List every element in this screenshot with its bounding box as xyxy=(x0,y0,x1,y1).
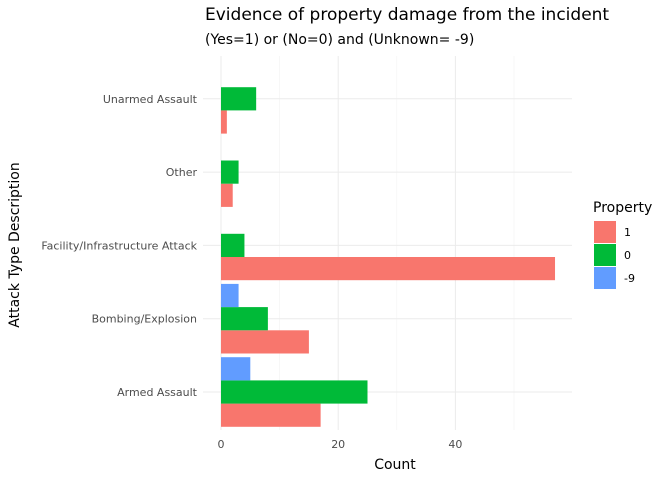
bar-unarmed-assault-series-0 xyxy=(221,87,257,111)
legend-key-0 xyxy=(594,244,616,266)
bar-bombing-explosion-series-1 xyxy=(221,330,309,354)
x-tick-label: 20 xyxy=(331,438,345,451)
bars xyxy=(221,87,556,427)
chart-subtitle: (Yes=1) or (No=0) and (Unknown= -9) xyxy=(205,32,474,48)
legend-label: 0 xyxy=(624,249,631,262)
y-tick-label: Other xyxy=(166,166,198,179)
bar-unarmed-assault-series-1 xyxy=(221,110,227,134)
legend-label: -9 xyxy=(624,272,635,285)
bar-bombing-explosion-series-0 xyxy=(221,307,268,331)
legend-key-1 xyxy=(594,221,616,243)
bar-other-series-0 xyxy=(221,160,239,184)
chart-title: Evidence of property damage from the inc… xyxy=(205,5,609,25)
y-tick-label: Facility/Infrastructure Attack xyxy=(41,239,197,252)
legend: Property 1 0 -9 xyxy=(593,200,652,289)
bar-armed-assault-series-1 xyxy=(221,403,321,427)
x-axis-title: Count xyxy=(374,457,416,473)
bar-bombing-explosion-series--9 xyxy=(221,283,239,308)
y-tick-label: Armed Assault xyxy=(117,386,198,399)
grid xyxy=(203,56,572,430)
y-tick-labels: Armed Assault Bombing/Explosion Facility/I… xyxy=(41,93,197,399)
bar-facility-infrastructure-attack-series-0 xyxy=(221,233,245,257)
y-axis-title: Attack Type Description xyxy=(7,162,23,327)
bar-facility-infrastructure-attack-series-1 xyxy=(221,257,556,281)
bar-other-series-1 xyxy=(221,183,233,207)
legend-label: 1 xyxy=(624,226,631,239)
bar-armed-assault-series-0 xyxy=(221,380,368,404)
legend-key--9 xyxy=(594,267,616,289)
x-tick-labels: 0 20 40 xyxy=(218,438,463,451)
x-tick-label: 40 xyxy=(448,438,462,451)
y-tick-label: Unarmed Assault xyxy=(103,93,198,106)
legend-title: Property xyxy=(593,200,652,216)
bar-armed-assault-series--9 xyxy=(221,357,251,381)
x-tick-label: 0 xyxy=(218,438,225,451)
y-tick-label: Bombing/Explosion xyxy=(92,313,197,326)
